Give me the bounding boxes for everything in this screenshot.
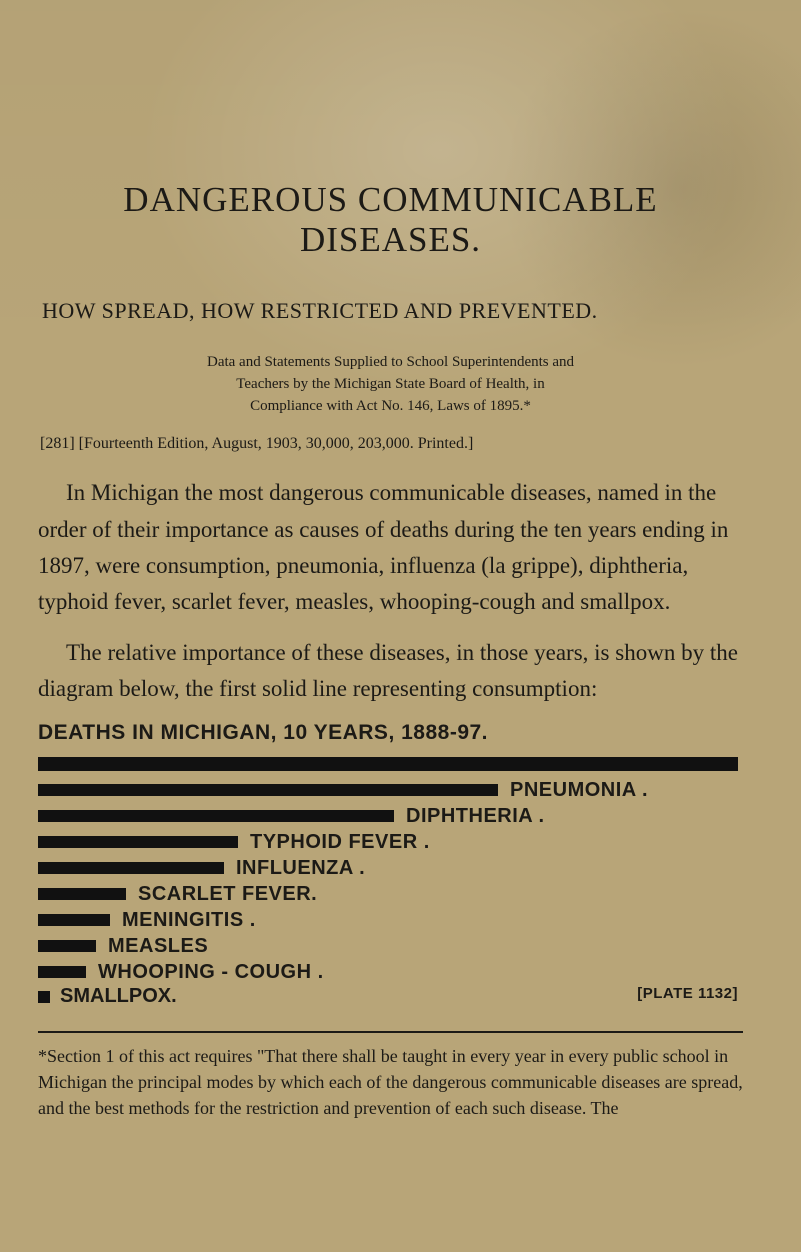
chart-row-diphtheria: DIPHTHERIA .	[38, 803, 738, 829]
chart-bar	[38, 862, 224, 874]
chart-label: MENINGITIS .	[122, 909, 256, 932]
footnote-rule	[38, 1031, 743, 1033]
plate-label: [PLATE 1132]	[637, 985, 738, 1002]
chart-title: DEATHS IN MICHIGAN, 10 YEARS, 1888-97.	[38, 721, 743, 745]
chart-bar	[38, 810, 394, 822]
chart-bar	[38, 784, 498, 796]
paragraph-2: The relative importance of these disease…	[38, 635, 743, 708]
deaths-chart: DEATHS IN MICHIGAN, 10 YEARS, 1888-97. P…	[38, 721, 743, 1011]
chart-label: DIPHTHERIA .	[406, 805, 545, 828]
chart-label: SCARLET FEVER.	[138, 883, 317, 906]
page-title: DANGEROUS COMMUNICABLE DISEASES.	[38, 180, 743, 260]
chart-bar	[38, 836, 238, 848]
footnote: *Section 1 of this act requires "That th…	[38, 1043, 743, 1121]
edition-line: [281] [Fourteenth Edition, August, 1903,…	[40, 435, 743, 453]
chart-row-consumption	[38, 751, 738, 777]
body-text: In Michigan the most dangerous communica…	[38, 475, 743, 707]
chart-row-meningitis: MENINGITIS .	[38, 907, 738, 933]
chart-bar	[38, 966, 86, 978]
chart-row-scarlet-fever: SCARLET FEVER.	[38, 881, 738, 907]
chart-bar	[38, 757, 738, 771]
meta-line-1: Data and Statements Supplied to School S…	[68, 352, 713, 374]
chart-label: SMALLPOX.	[60, 985, 177, 1008]
chart-label: PNEUMONIA .	[510, 779, 648, 802]
chart-bar	[38, 914, 110, 926]
chart-row-influenza: INFLUENZA .	[38, 855, 738, 881]
paragraph-1: In Michigan the most dangerous communica…	[38, 475, 743, 620]
chart-bar	[38, 940, 96, 952]
chart-bar	[38, 991, 50, 1003]
chart-label: TYPHOID FEVER .	[250, 831, 430, 854]
meta-line-3: Compliance with Act No. 146, Laws of 189…	[68, 396, 713, 418]
meta-block: Data and Statements Supplied to School S…	[38, 352, 743, 417]
chart-label: MEASLES	[108, 935, 208, 958]
meta-line-2: Teachers by the Michigan State Board of …	[68, 374, 713, 396]
chart-row-typhoid: TYPHOID FEVER .	[38, 829, 738, 855]
chart-label: INFLUENZA .	[236, 857, 365, 880]
page-subtitle: HOW SPREAD, HOW RESTRICTED AND PREVENTED…	[42, 298, 743, 324]
chart-row-smallpox: SMALLPOX. [PLATE 1132]	[38, 985, 738, 1011]
chart-label: WHOOPING - COUGH .	[98, 961, 324, 984]
chart-rows: PNEUMONIA . DIPHTHERIA . TYPHOID FEVER .…	[38, 751, 738, 1011]
chart-row-measles: MEASLES	[38, 933, 738, 959]
chart-row-whooping-cough: WHOOPING - COUGH .	[38, 959, 738, 985]
chart-bar	[38, 888, 126, 900]
chart-row-pneumonia: PNEUMONIA .	[38, 777, 738, 803]
